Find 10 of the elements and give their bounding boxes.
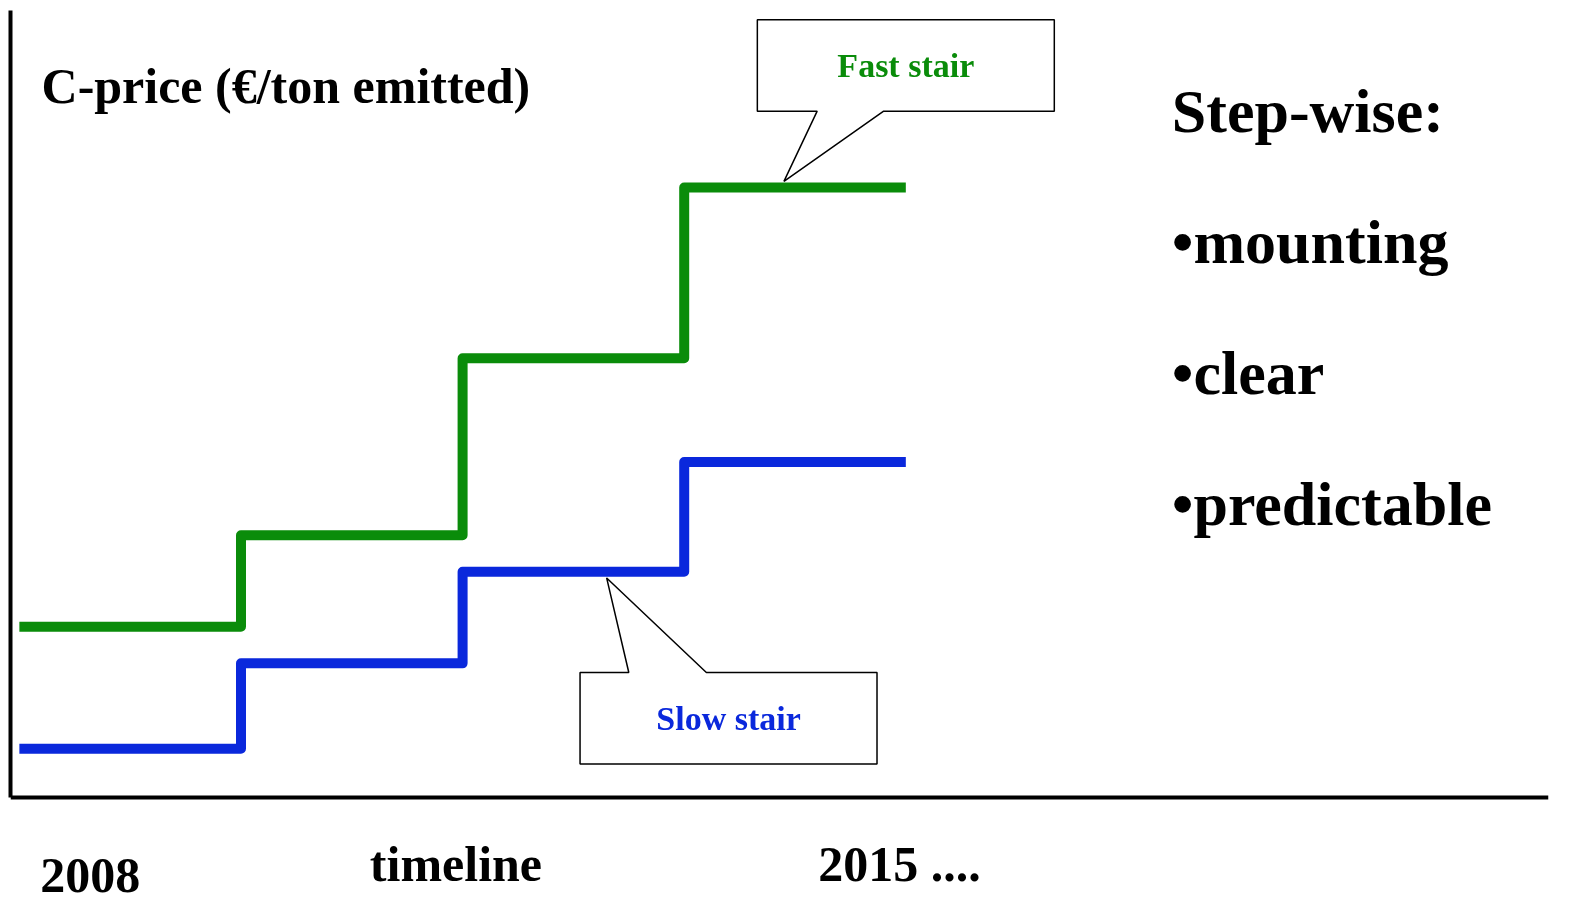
text: Slow stair [656,699,801,737]
y-axis-title: C-price (€/ton emitted) [41,58,531,115]
text: Fast stair [837,46,975,84]
text: •clear [1171,339,1325,408]
text: Step-wise: [1171,76,1444,145]
text: 2008 [40,847,141,904]
text: •mounting [1171,207,1449,276]
text: •predictable [1171,470,1492,539]
x-axis-title: timeline [369,836,543,893]
text: 2015 .... [818,836,981,893]
